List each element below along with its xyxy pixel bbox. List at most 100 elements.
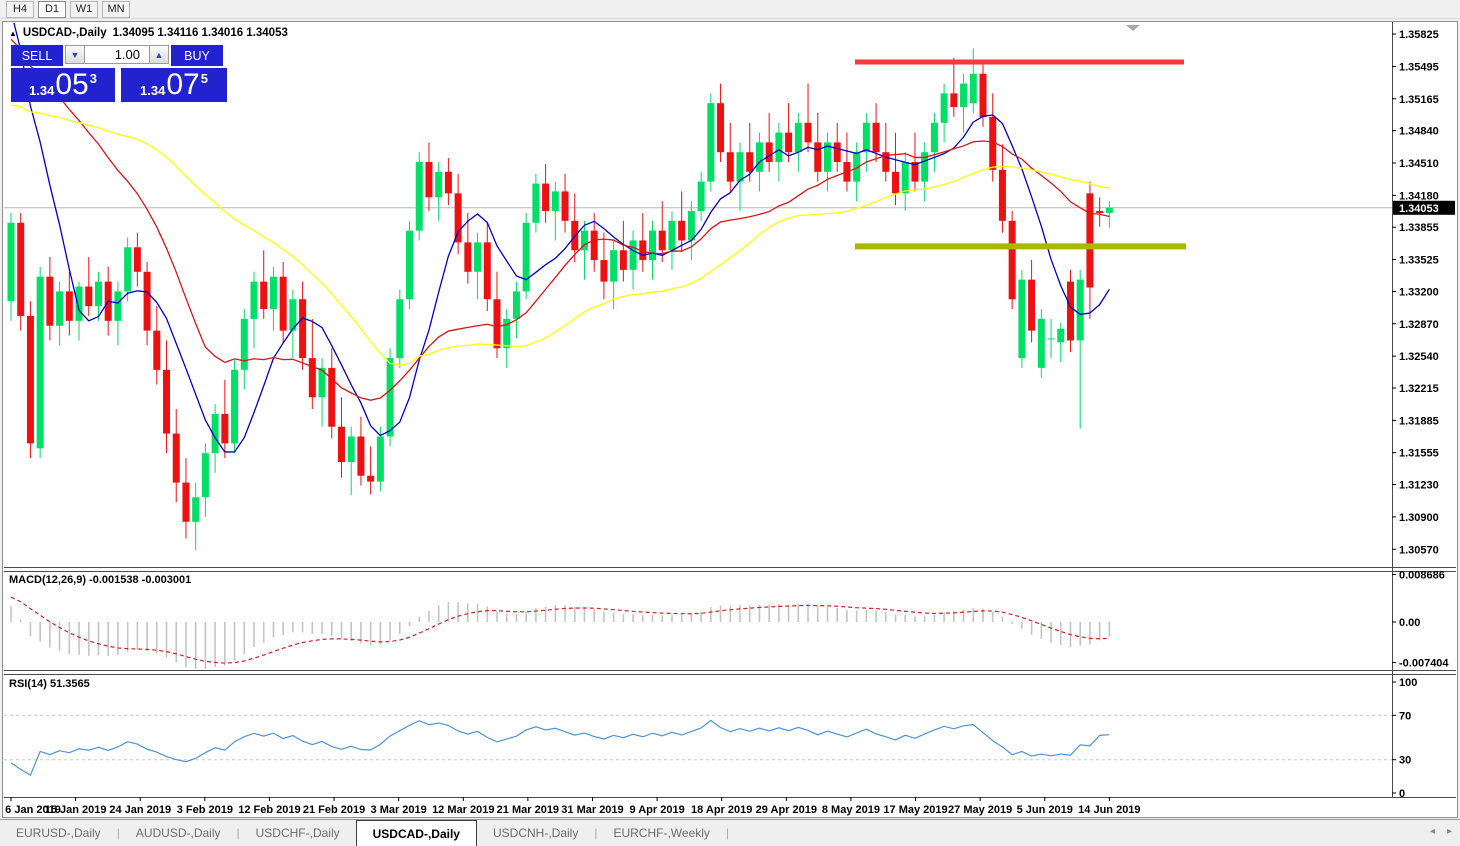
candle-body: [192, 497, 200, 522]
sell-button[interactable]: SELL: [11, 45, 63, 66]
candle-body: [561, 191, 569, 221]
candle-body: [250, 281, 258, 319]
chart-window: 1.35825 1.35495 1.35165 1.34840 1.34510 1.341…: [2, 21, 1458, 818]
tab-audusd-daily[interactable]: AUDUSD-,Daily: [135, 826, 221, 840]
candle-body: [444, 171, 452, 194]
chart-canvas[interactable]: 1.358251.354951.351651.348401.345101.341…: [3, 22, 1457, 817]
candle-body: [542, 183, 550, 212]
candle-body: [201, 453, 209, 498]
chart-shift-marker-icon[interactable]: [1126, 25, 1140, 31]
candle-body: [629, 240, 637, 270]
candle-body: [269, 276, 277, 310]
candle-body: [590, 230, 598, 261]
chart-tab-bar: EURUSD-,Daily | AUDUSD-,Daily | USDCHF-,…: [0, 819, 1460, 846]
date-axis-label: 18 Apr 2019: [691, 804, 752, 816]
volume-increase-button[interactable]: ▲: [149, 45, 169, 64]
candle-body: [357, 436, 365, 476]
candle-body: [143, 271, 151, 331]
candle-body: [551, 191, 559, 212]
candle-body: [406, 230, 414, 300]
sell-price-display[interactable]: 1.34 05 3: [11, 68, 115, 102]
timeframe-button-h4[interactable]: H4: [6, 0, 34, 18]
candle-body: [260, 281, 268, 310]
tab-eurchf-weekly[interactable]: EURCHF-,Weekly: [613, 826, 710, 840]
date-axis-label: 9 Apr 2019: [629, 804, 684, 816]
date-axis-label: 14 Jun 2019: [1078, 804, 1140, 816]
candle-body: [765, 142, 773, 163]
candle-body: [1018, 279, 1026, 359]
timeframe-button-mn[interactable]: MN: [102, 0, 130, 18]
rsi-line: [10, 719, 1110, 776]
candle-body: [94, 281, 102, 307]
rsi-indicator-label: RSI(14) 51.3565: [9, 678, 90, 690]
tab-usdchf-daily[interactable]: USDCHF-,Daily: [255, 826, 340, 840]
date-axis-label: 8 May 2019: [822, 804, 880, 816]
tab-scroll-right-icon[interactable]: ▸: [1446, 826, 1452, 837]
candle-body: [1047, 338, 1055, 340]
rsi-axis-label: 70: [1399, 710, 1411, 722]
buy-button[interactable]: BUY: [171, 45, 223, 66]
candle-body: [736, 152, 744, 182]
candle-body: [1057, 328, 1065, 343]
price-axis-label: 1.34180: [1399, 190, 1439, 202]
date-axis-label: 5 Jun 2019: [1017, 804, 1073, 816]
sell-price-prefix: 1.34: [29, 83, 55, 98]
date-axis-label: 15 Jan 2019: [45, 804, 107, 816]
volume-decrease-button[interactable]: ▼: [65, 45, 85, 64]
candle-body: [580, 230, 588, 251]
chart-title: ▲ USDCAD-,Daily 1.34095 1.34116 1.34016 …: [9, 27, 288, 39]
sell-price-sup: 3: [89, 71, 97, 86]
moving-average-line: [10, 38, 1110, 401]
tab-usdcad-daily[interactable]: USDCAD-,Daily: [355, 820, 477, 846]
tab-separator: |: [725, 826, 730, 840]
rsi-axis-label: 100: [1399, 677, 1417, 689]
candle-body: [503, 318, 511, 349]
buy-price-display[interactable]: 1.34 07 5: [121, 68, 227, 102]
tab-scroll-left-icon[interactable]: ◂: [1429, 826, 1435, 837]
date-axis-label: 21 Mar 2019: [497, 804, 559, 816]
candle-body: [435, 171, 443, 198]
rsi-axis-label: 0: [1399, 788, 1405, 800]
candle-body: [512, 291, 520, 319]
buy-price-prefix: 1.34: [140, 83, 166, 98]
candle-body: [114, 291, 122, 321]
candle-body: [299, 299, 307, 359]
candle-body: [775, 132, 783, 163]
candle-body: [337, 426, 345, 463]
candle-body: [85, 286, 93, 307]
candle-body: [989, 116, 997, 170]
date-axis-label: 6 Jan 2019: [5, 804, 61, 816]
candle-body: [7, 222, 15, 302]
price-axis-label: 1.30900: [1399, 512, 1439, 524]
buy-price-big: 07: [166, 68, 200, 101]
price-axis-label: 1.33855: [1399, 222, 1439, 234]
collapse-panel-icon[interactable]: ▲: [9, 28, 17, 38]
volume-input[interactable]: 1.00: [85, 45, 149, 64]
candle-body: [46, 276, 54, 326]
candle-body: [347, 436, 355, 463]
candle-body: [707, 103, 715, 182]
candle-body: [697, 181, 705, 212]
candle-body: [1066, 281, 1074, 341]
candle-body: [221, 413, 229, 444]
candle-body: [231, 369, 239, 444]
candle-body: [75, 286, 83, 321]
candle-body: [163, 369, 171, 434]
timeframe-button-d1[interactable]: D1: [38, 0, 66, 18]
timeframe-button-w1[interactable]: W1: [70, 0, 98, 18]
candle-body: [36, 276, 44, 449]
candle-body: [1008, 220, 1016, 300]
tab-eurusd-daily[interactable]: EURUSD-,Daily: [16, 826, 101, 840]
candle-body: [415, 162, 423, 231]
candle-body: [998, 169, 1006, 221]
price-axis-label: 1.31885: [1399, 415, 1439, 427]
candle-body: [1037, 318, 1045, 368]
candle-body: [678, 220, 686, 241]
rsi-axis-label: 30: [1399, 755, 1411, 767]
chart-ohlc-values: 1.34095 1.34116 1.34016 1.34053: [112, 27, 288, 39]
candle-body: [483, 242, 491, 300]
candle-body: [1105, 207, 1113, 213]
moving-average-line: [10, 104, 1110, 366]
tab-usdcnh-daily[interactable]: USDCNH-,Daily: [492, 826, 579, 840]
